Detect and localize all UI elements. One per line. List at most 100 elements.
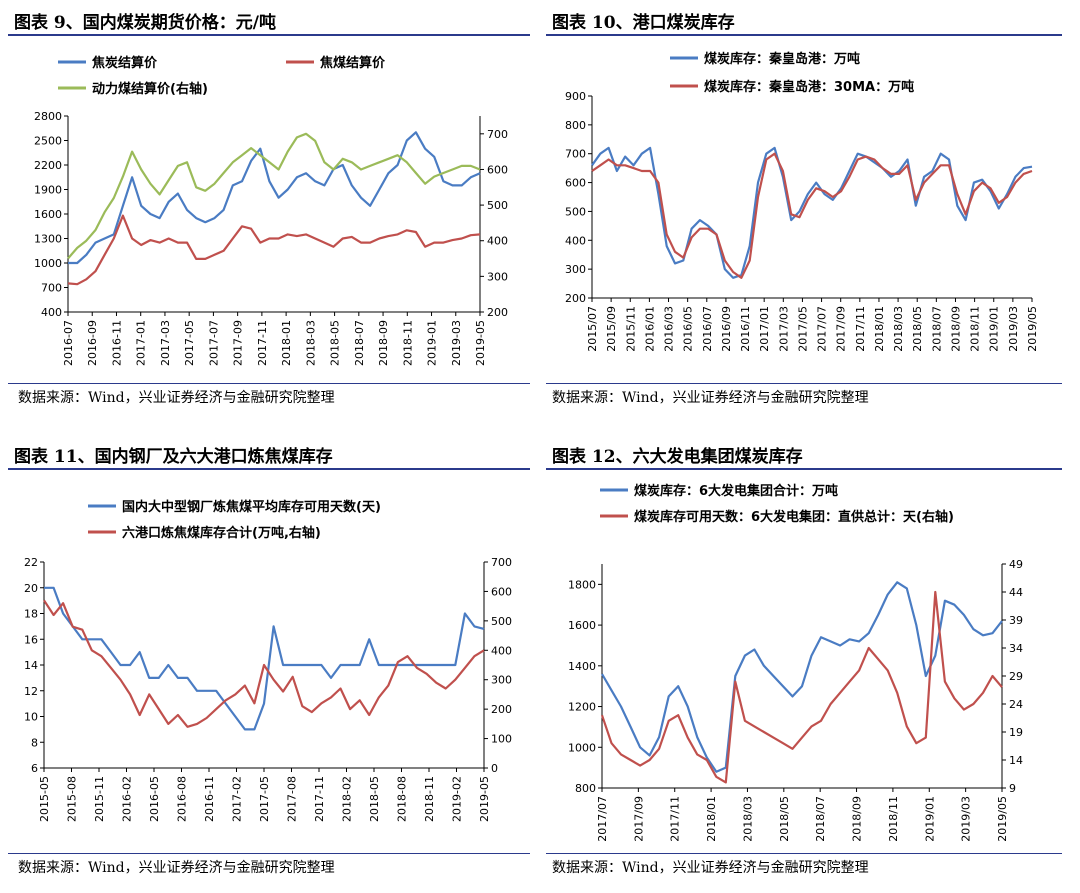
x-tick-label: 2017/11 [854, 306, 867, 352]
x-tick-label: 2017-01 [135, 320, 148, 366]
chart-title-3: 图表 11、国内钢厂及六大港口炼焦煤库存 [14, 447, 333, 467]
x-tick-label: 2019/05 [1026, 306, 1039, 352]
y-tick-label-left: 300 [565, 263, 586, 276]
y-tick-label-right: 500 [491, 615, 512, 628]
x-tick-label: 2019/05 [996, 796, 1009, 842]
x-tick-label: 2018-11 [401, 320, 414, 366]
legend-label-1: 煤炭库存：秦皇岛港：万吨 [704, 51, 860, 67]
x-tick-label: 2017-09 [232, 320, 245, 366]
x-tick-label: 2017-05 [183, 320, 196, 366]
x-tick-label: 2016-11 [203, 776, 216, 822]
x-tick-label: 2019-05 [474, 320, 487, 366]
y-tick-label-right: 19 [1009, 726, 1023, 739]
x-tick-label: 2017-05 [258, 776, 271, 822]
legend-label-3: 动力煤结算价(右轴) [92, 81, 208, 97]
x-tick-label: 2018-02 [341, 776, 354, 822]
y-tick-label-left: 400 [565, 234, 586, 247]
y-tick-label-left: 1000 [34, 257, 62, 270]
x-tick-label: 2016/09 [720, 306, 733, 352]
x-tick-label: 2017/07 [816, 306, 829, 352]
x-tick-label: 2019-01 [426, 320, 439, 366]
x-tick-label: 2018/07 [930, 306, 943, 352]
x-tick-label: 2017/07 [596, 796, 609, 842]
x-tick-label: 2018-03 [304, 320, 317, 366]
x-tick-label: 2018/09 [949, 306, 962, 352]
x-tick-label: 2018-05 [368, 776, 381, 822]
x-tick-label: 2018/07 [814, 796, 827, 842]
series-line-1 [591, 146, 1033, 279]
y-tick-label-right: 29 [1009, 670, 1023, 683]
chart-3-coking-coal-inventory: 6 8 10 12 14 16 18 20 22 0 100 200 300 400 500 600 700 20… [24, 499, 512, 822]
chart-title-2: 图表 10、港口煤炭库存 [552, 13, 735, 33]
x-tick-label: 2018-09 [377, 320, 390, 366]
y-tick-label-left: 400 [41, 306, 62, 319]
y-tick-label-left: 1400 [568, 660, 596, 673]
x-tick-label: 2016-05 [148, 776, 161, 822]
x-tick-label: 2016-08 [176, 776, 189, 822]
series-line-2 [600, 590, 1003, 784]
title-rule-3 [8, 468, 530, 470]
y-tick-label-right: 700 [491, 556, 512, 569]
y-tick-label-right: 500 [487, 199, 508, 212]
x-tick-label: 2015-05 [38, 776, 51, 822]
x-tick-label: 2017/01 [758, 306, 771, 352]
x-tick-label: 2017/11 [669, 796, 682, 842]
x-tick-label: 2018/09 [851, 796, 864, 842]
y-tick-label-right: 700 [487, 128, 508, 141]
source-note-4: 数据来源：Wind，兴业证券经济与金融研究院整理 [552, 860, 869, 876]
y-tick-label-left: 12 [24, 685, 38, 698]
x-tick-label: 2019/01 [988, 306, 1001, 352]
x-tick-label: 2018/03 [892, 306, 905, 352]
x-tick-label: 2017-11 [256, 320, 269, 366]
x-tick-label: 2015-08 [66, 776, 79, 822]
y-tick-label-right: 600 [491, 585, 512, 598]
x-tick-label: 2017/09 [632, 796, 645, 842]
y-tick-label-left: 1900 [34, 184, 62, 197]
y-tick-label-left: 1800 [568, 578, 596, 591]
x-tick-label: 2018-08 [396, 776, 409, 822]
y-tick-label-left: 500 [565, 205, 586, 218]
series-line-2 [591, 152, 1033, 279]
series-line-2 [43, 599, 485, 728]
x-tick-label: 2017-11 [313, 776, 326, 822]
title-rule-2 [546, 34, 1062, 36]
y-tick-label-right: 49 [1009, 558, 1023, 571]
x-tick-label: 2016-07 [62, 320, 75, 366]
x-tick-label: 2017/03 [777, 306, 790, 352]
y-tick-label-left: 10 [24, 711, 38, 724]
series-line-2 [67, 214, 481, 286]
y-tick-label-right: 200 [487, 306, 508, 319]
x-tick-label: 2017-07 [207, 320, 220, 366]
title-rule-1 [8, 34, 530, 36]
x-tick-label: 2018/11 [887, 796, 900, 842]
chart-4-power-group-inventory: 800 1000 1200 1400 1600 1800 9 14 19 24 29 34 39 44 49… [568, 483, 1023, 842]
y-tick-label-right: 400 [491, 644, 512, 657]
x-tick-label: 2017-03 [159, 320, 172, 366]
x-tick-label: 2019-03 [450, 320, 463, 366]
x-tick-label: 2016/01 [643, 306, 656, 352]
x-tick-label: 2018-05 [329, 320, 342, 366]
y-tick-label-left: 8 [31, 736, 38, 749]
y-tick-label-left: 16 [24, 633, 38, 646]
y-tick-label-left: 800 [575, 782, 596, 795]
y-tick-label-left: 600 [565, 177, 586, 190]
y-tick-label-left: 800 [565, 119, 586, 132]
x-tick-label: 2016/05 [682, 306, 695, 352]
x-tick-label: 2016-09 [86, 320, 99, 366]
x-tick-label: 2016-02 [121, 776, 134, 822]
y-tick-label-left: 20 [24, 582, 38, 595]
legend-label-2: 煤炭库存：秦皇岛港：30MA：万吨 [704, 79, 914, 95]
x-tick-label: 2018/05 [911, 306, 924, 352]
x-tick-label: 2016/11 [739, 306, 752, 352]
y-tick-label-right: 24 [1009, 698, 1023, 711]
legend-label-1: 国内大中型钢厂炼焦煤平均库存可用天数(天) [122, 499, 381, 515]
y-tick-label-right: 44 [1009, 586, 1023, 599]
y-tick-label-left: 900 [565, 90, 586, 103]
series-line-1 [68, 131, 481, 265]
x-tick-label: 2019-02 [451, 776, 464, 822]
y-tick-label-right: 9 [1009, 782, 1016, 795]
x-tick-label: 2017-02 [231, 776, 244, 822]
y-tick-label-right: 0 [491, 762, 498, 775]
y-tick-label-left: 700 [41, 282, 62, 295]
x-tick-label: 2018-07 [353, 320, 366, 366]
